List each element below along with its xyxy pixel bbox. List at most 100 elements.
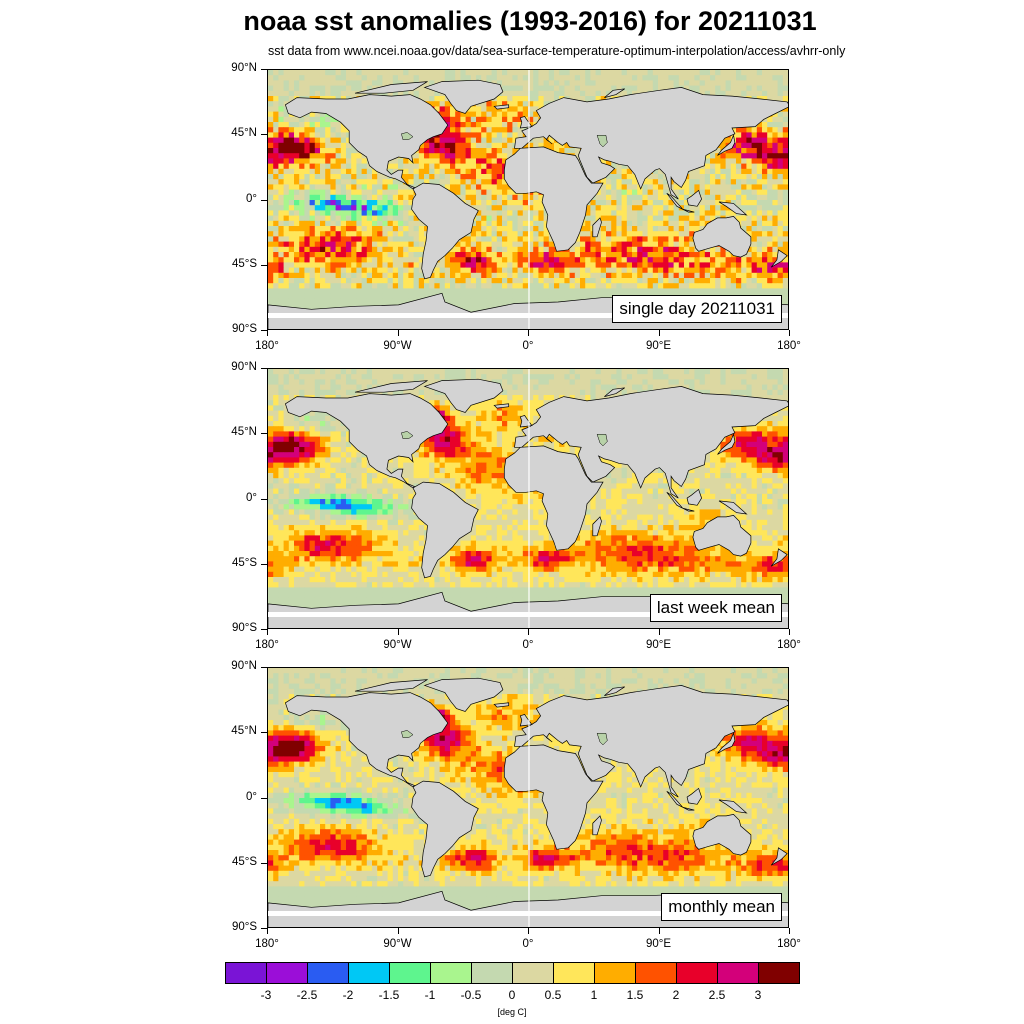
anomaly-cell <box>507 226 513 232</box>
anomaly-cell <box>616 168 622 175</box>
anomaly-cell <box>788 96 789 102</box>
anomaly-cell <box>632 200 638 206</box>
anomaly-cell <box>600 80 607 86</box>
anomaly-cell <box>637 194 643 201</box>
anomaly-cell <box>351 184 357 190</box>
anomaly-cell <box>616 283 622 289</box>
anomaly-cell <box>611 241 617 248</box>
anomaly-cell <box>746 226 752 232</box>
anomaly-cell <box>460 189 466 196</box>
anomaly-cell <box>710 272 716 279</box>
anomaly-cell <box>736 215 742 222</box>
anomaly-cell <box>476 122 482 128</box>
anomaly-cell <box>782 85 788 92</box>
anomaly-cell <box>268 231 274 237</box>
anomaly-cell <box>429 278 435 284</box>
anomaly-cell <box>647 231 654 237</box>
anomaly-cell <box>309 241 316 248</box>
anomaly-cell <box>403 257 409 263</box>
anomaly-cell <box>756 231 763 237</box>
anomaly-cell <box>314 246 321 253</box>
anomaly-cell <box>325 231 331 237</box>
anomaly-cell <box>725 267 732 274</box>
anomaly-cell <box>351 189 357 196</box>
anomaly-cell <box>418 158 425 164</box>
anomaly-cell <box>372 257 378 263</box>
anomaly-cell <box>476 179 482 185</box>
anomaly-cell <box>585 241 591 248</box>
anomaly-cell <box>335 252 342 258</box>
anomaly-cell <box>434 168 440 175</box>
anomaly-cell <box>351 278 357 284</box>
anomaly-cell <box>325 220 331 227</box>
anomaly-cell <box>387 236 394 242</box>
anomaly-cell <box>444 116 451 123</box>
anomaly-cell <box>268 272 274 279</box>
anomaly-cell <box>569 257 576 263</box>
anomaly-cell <box>273 111 279 118</box>
anomaly-cell <box>366 179 373 185</box>
anomaly-cell <box>278 215 284 222</box>
anomaly-cell <box>340 179 347 185</box>
anomaly-cell <box>772 127 778 133</box>
anomaly-cell <box>720 210 726 216</box>
anomaly-cell <box>491 168 498 175</box>
anomaly-cell <box>611 231 617 237</box>
anomaly-cell <box>694 168 700 175</box>
anomaly-cell <box>299 283 305 289</box>
anomaly-cell <box>642 262 648 268</box>
anomaly-cell <box>361 200 368 206</box>
anomaly-cell <box>486 184 492 190</box>
anomaly-cell <box>694 288 700 294</box>
anomaly-cell <box>429 101 435 107</box>
anomaly-cell <box>325 215 331 222</box>
anomaly-cell <box>392 252 399 258</box>
anomaly-cell <box>699 288 706 294</box>
anomaly-cell <box>777 272 784 279</box>
anomaly-cell <box>585 215 591 222</box>
anomaly-cell <box>335 174 342 180</box>
anomaly-cell <box>320 116 326 123</box>
anomaly-cell <box>678 246 685 253</box>
anomaly-cell <box>382 262 388 268</box>
anomaly-cell <box>528 75 534 81</box>
anomaly-cell <box>439 106 446 112</box>
anomaly-cell <box>756 194 763 201</box>
anomaly-cell <box>481 70 487 76</box>
anomaly-cell <box>444 137 451 144</box>
anomaly-cell <box>746 189 752 196</box>
anomaly-cell <box>320 226 326 232</box>
anomaly-cell <box>684 262 690 268</box>
anomaly-cell <box>720 80 726 86</box>
anomaly-cell <box>320 272 326 279</box>
anomaly-cell <box>782 257 788 263</box>
anomaly-cell <box>294 226 300 232</box>
anomaly-cell <box>325 236 331 242</box>
anomaly-cell <box>366 194 373 201</box>
anomaly-cell <box>642 226 648 232</box>
anomaly-cell <box>398 283 404 289</box>
anomaly-cell <box>632 179 638 185</box>
anomaly-cell <box>668 205 674 211</box>
anomaly-cell <box>314 70 321 76</box>
anomaly-cell <box>470 132 477 138</box>
anomaly-cell <box>335 80 342 86</box>
anomaly-cell <box>678 189 685 196</box>
anomaly-cell <box>455 111 461 118</box>
anomaly-cell <box>398 210 404 216</box>
anomaly-cell <box>522 101 529 107</box>
anomaly-cell <box>486 205 492 211</box>
anomaly-cell <box>730 75 737 81</box>
anomaly-cell <box>377 231 383 237</box>
anomaly-cell <box>782 220 788 227</box>
anomaly-cell <box>460 272 466 279</box>
anomaly-cell <box>548 137 555 144</box>
anomaly-cell <box>736 272 742 279</box>
anomaly-cell <box>606 226 612 232</box>
anomaly-cell <box>663 272 669 279</box>
anomaly-cell <box>491 246 498 253</box>
anomaly-cell <box>715 148 721 154</box>
anomaly-cell <box>460 304 466 310</box>
anomaly-cell <box>361 267 368 274</box>
anomaly-cell <box>585 236 591 242</box>
